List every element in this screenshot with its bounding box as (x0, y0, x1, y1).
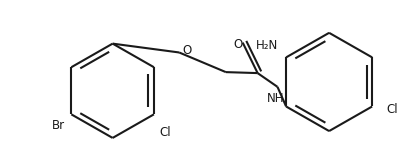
Text: Cl: Cl (386, 103, 398, 116)
Text: Br: Br (52, 119, 65, 132)
Text: Cl: Cl (160, 126, 171, 139)
Text: O: O (233, 38, 242, 51)
Text: NH: NH (267, 92, 284, 105)
Text: O: O (183, 44, 192, 57)
Text: H₂N: H₂N (256, 39, 278, 52)
